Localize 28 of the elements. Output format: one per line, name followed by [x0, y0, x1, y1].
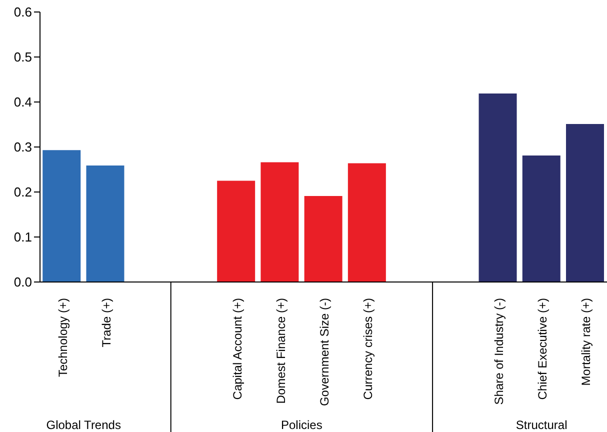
bar — [260, 162, 299, 282]
x-tick-label: Capital Account (+) — [230, 298, 244, 400]
y-tick-label: 0.4 — [14, 94, 32, 110]
y-tick-label: 0.5 — [14, 50, 32, 65]
bar — [86, 165, 124, 282]
x-tick-label: Chief Executive (+) — [536, 298, 550, 400]
text: Structural — [516, 418, 568, 432]
y-tick-label: 0.1 — [14, 230, 32, 245]
x-tick-label: Government Size (-) — [318, 298, 332, 406]
bar — [42, 150, 81, 282]
y-tick-label: 0.2 — [14, 184, 32, 200]
x-tick-label: Trade (+) — [99, 298, 114, 348]
bar — [478, 93, 517, 282]
text: Policies — [281, 418, 322, 432]
bar — [566, 124, 604, 282]
x-tick-label: Mortality rate (+) — [579, 298, 594, 386]
y-tick-label: 0.3 — [14, 140, 32, 155]
bar — [217, 180, 256, 282]
y-tick-label: 0.0 — [14, 274, 32, 290]
bar — [522, 156, 560, 282]
bar — [304, 196, 342, 282]
x-tick-label: Domest Finance (+) — [274, 298, 288, 404]
text: Global Trends — [46, 418, 121, 432]
y-tick-label: 0.6 — [14, 4, 32, 20]
bar — [348, 163, 386, 282]
x-tick-label: Currency crises (+) — [361, 298, 376, 400]
x-tick-label: Share of Industry (-) — [492, 298, 506, 405]
x-tick-label: Technology (+) — [56, 298, 70, 378]
